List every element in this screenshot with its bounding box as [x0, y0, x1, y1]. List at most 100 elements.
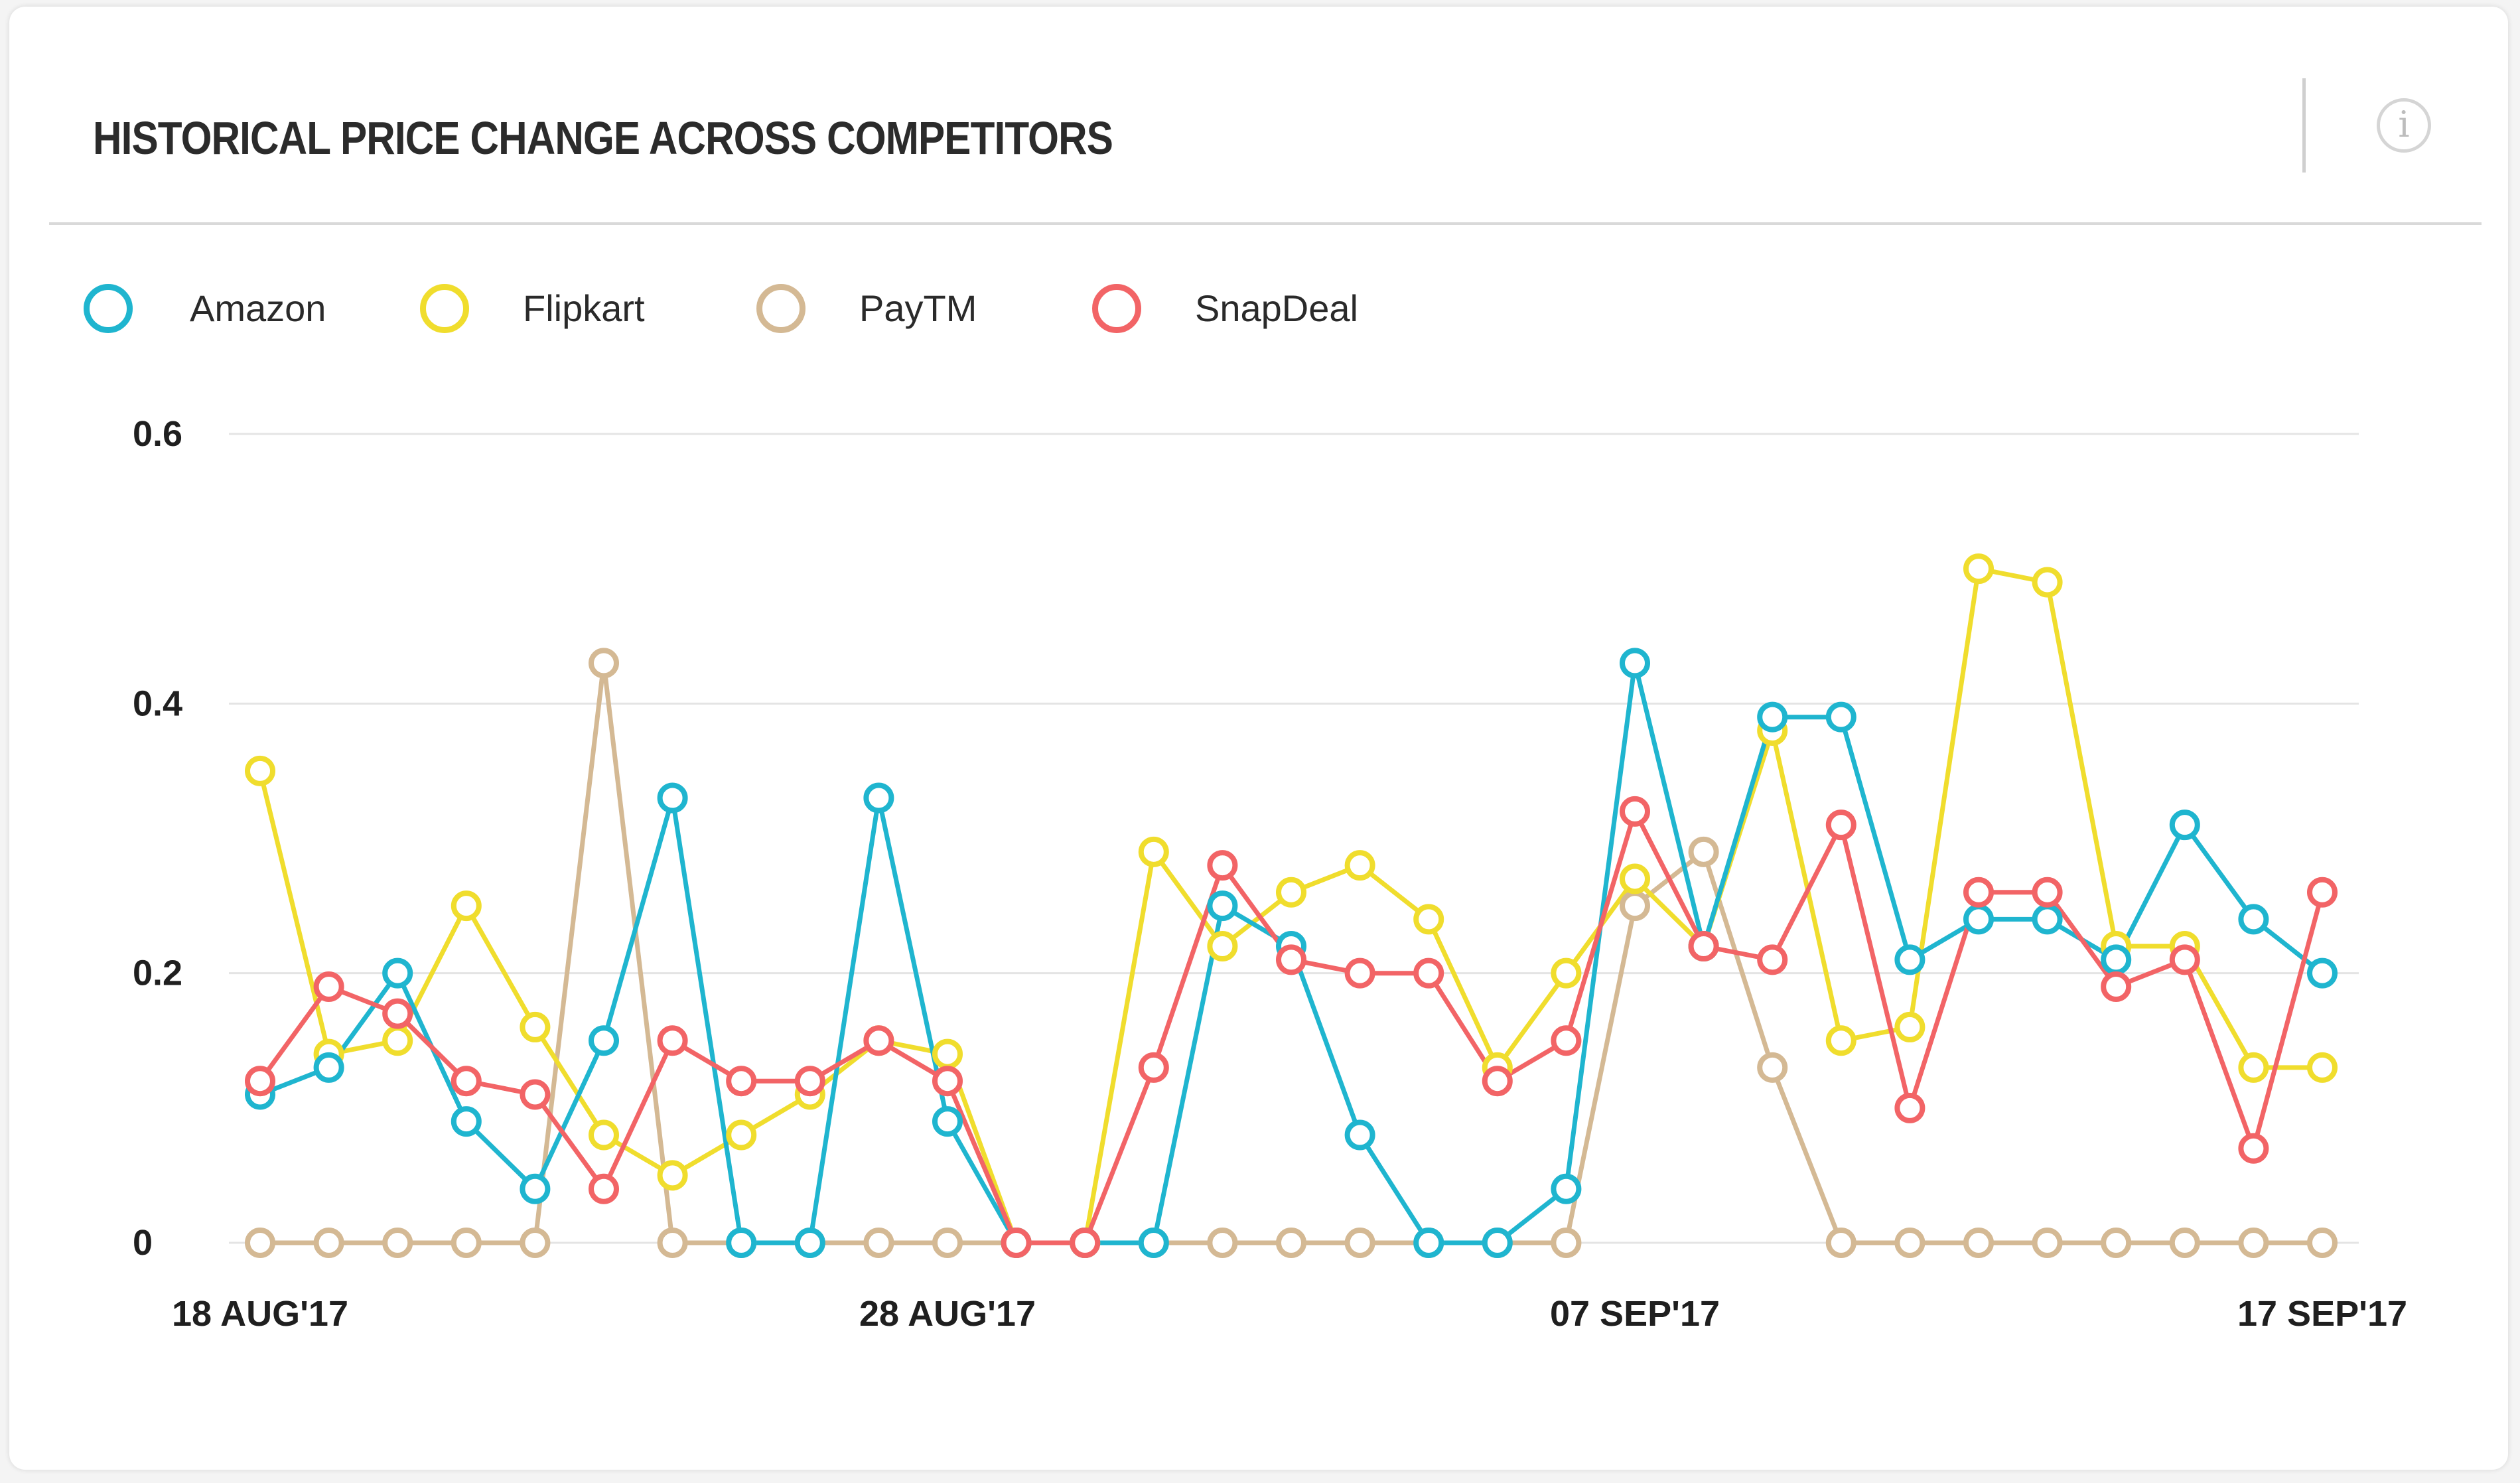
data-point-paytm[interactable]	[313, 1228, 344, 1258]
data-point-paytm[interactable]	[2032, 1228, 2063, 1258]
data-point-flipkart[interactable]	[1138, 836, 1169, 867]
data-point-flipkart[interactable]	[451, 890, 482, 922]
data-point-snapdeal[interactable]	[1001, 1228, 1032, 1258]
data-point-paytm[interactable]	[1825, 1228, 1856, 1258]
data-point-flipkart[interactable]	[1207, 931, 1238, 962]
data-point-paytm[interactable]	[2101, 1228, 2132, 1258]
data-point-paytm[interactable]	[932, 1228, 963, 1258]
data-point-snapdeal[interactable]	[589, 1173, 619, 1204]
data-point-snapdeal[interactable]	[1551, 1025, 1582, 1056]
data-point-paytm[interactable]	[245, 1228, 275, 1258]
data-point-paytm[interactable]	[1963, 1228, 1994, 1258]
data-point-flipkart[interactable]	[520, 1011, 551, 1042]
data-point-flipkart[interactable]	[1276, 877, 1306, 908]
data-point-flipkart[interactable]	[1894, 1011, 1925, 1042]
data-point-amazon[interactable]	[2101, 944, 2132, 975]
data-point-amazon[interactable]	[1963, 904, 1994, 935]
data-point-snapdeal[interactable]	[1344, 957, 1375, 989]
data-point-amazon[interactable]	[1825, 701, 1856, 733]
data-point-paytm[interactable]	[1207, 1228, 1238, 1258]
data-point-flipkart[interactable]	[2032, 567, 2063, 598]
data-point-snapdeal[interactable]	[1894, 1092, 1925, 1123]
data-point-amazon[interactable]	[382, 957, 413, 989]
data-point-amazon[interactable]	[313, 1052, 344, 1083]
data-point-amazon[interactable]	[1894, 944, 1925, 975]
data-point-amazon[interactable]	[1551, 1173, 1582, 1204]
data-point-flipkart[interactable]	[1413, 904, 1444, 935]
data-point-snapdeal[interactable]	[382, 998, 413, 1029]
data-point-amazon[interactable]	[1482, 1228, 1513, 1258]
data-point-paytm[interactable]	[1551, 1228, 1582, 1258]
data-point-flipkart[interactable]	[245, 755, 275, 786]
data-point-flipkart[interactable]	[1551, 957, 1582, 989]
data-point-paytm[interactable]	[1894, 1228, 1925, 1258]
data-point-flipkart[interactable]	[589, 1119, 619, 1151]
data-point-snapdeal[interactable]	[1207, 850, 1238, 881]
data-point-amazon[interactable]	[726, 1228, 757, 1258]
data-point-snapdeal[interactable]	[1757, 944, 1788, 975]
data-point-snapdeal[interactable]	[794, 1066, 825, 1097]
data-point-paytm[interactable]	[382, 1228, 413, 1258]
data-point-snapdeal[interactable]	[520, 1079, 551, 1110]
data-point-flipkart[interactable]	[1825, 1025, 1856, 1056]
data-point-paytm[interactable]	[1344, 1228, 1375, 1258]
data-point-amazon[interactable]	[1138, 1228, 1169, 1258]
data-point-paytm[interactable]	[520, 1228, 551, 1258]
data-point-amazon[interactable]	[2169, 810, 2200, 841]
data-point-amazon[interactable]	[932, 1106, 963, 1137]
data-point-snapdeal[interactable]	[1070, 1228, 1101, 1258]
data-point-snapdeal[interactable]	[2307, 877, 2338, 908]
data-point-amazon[interactable]	[2307, 957, 2338, 989]
data-point-flipkart[interactable]	[2307, 1052, 2338, 1083]
data-point-snapdeal[interactable]	[2238, 1133, 2269, 1164]
data-point-paytm[interactable]	[451, 1228, 482, 1258]
data-point-amazon[interactable]	[2032, 904, 2063, 935]
data-point-amazon[interactable]	[1757, 701, 1788, 733]
data-point-amazon[interactable]	[451, 1106, 482, 1137]
data-point-snapdeal[interactable]	[2169, 944, 2200, 975]
data-point-paytm[interactable]	[1276, 1228, 1306, 1258]
data-point-flipkart[interactable]	[382, 1025, 413, 1056]
data-point-paytm[interactable]	[1757, 1052, 1788, 1083]
data-point-flipkart[interactable]	[932, 1038, 963, 1070]
data-point-snapdeal[interactable]	[1620, 796, 1650, 827]
info-icon[interactable]: i	[2377, 98, 2431, 153]
data-point-amazon[interactable]	[794, 1228, 825, 1258]
data-point-paytm[interactable]	[1688, 836, 1719, 867]
data-point-snapdeal[interactable]	[1963, 877, 1994, 908]
data-point-paytm[interactable]	[2169, 1228, 2200, 1258]
data-point-flipkart[interactable]	[657, 1160, 688, 1191]
data-point-amazon[interactable]	[863, 782, 894, 813]
data-point-snapdeal[interactable]	[932, 1066, 963, 1097]
data-point-flipkart[interactable]	[2238, 1052, 2269, 1083]
data-point-amazon[interactable]	[1413, 1228, 1444, 1258]
data-point-snapdeal[interactable]	[657, 1025, 688, 1056]
data-point-amazon[interactable]	[2238, 904, 2269, 935]
data-point-flipkart[interactable]	[726, 1119, 757, 1151]
data-point-paytm[interactable]	[863, 1228, 894, 1258]
data-point-paytm[interactable]	[657, 1228, 688, 1258]
data-point-amazon[interactable]	[1344, 1119, 1375, 1151]
data-point-paytm[interactable]	[589, 648, 619, 679]
data-point-snapdeal[interactable]	[1276, 944, 1306, 975]
data-point-amazon[interactable]	[589, 1025, 619, 1056]
data-point-flipkart[interactable]	[1344, 850, 1375, 881]
data-point-amazon[interactable]	[657, 782, 688, 813]
data-point-snapdeal[interactable]	[1482, 1066, 1513, 1097]
data-point-snapdeal[interactable]	[2101, 971, 2132, 1002]
data-point-snapdeal[interactable]	[245, 1066, 275, 1097]
data-point-flipkart[interactable]	[1963, 553, 1994, 585]
data-point-snapdeal[interactable]	[1138, 1052, 1169, 1083]
data-point-snapdeal[interactable]	[1688, 931, 1719, 962]
data-point-snapdeal[interactable]	[451, 1066, 482, 1097]
data-point-amazon[interactable]	[1207, 890, 1238, 922]
data-point-amazon[interactable]	[520, 1173, 551, 1204]
data-point-paytm[interactable]	[1620, 890, 1650, 922]
data-point-snapdeal[interactable]	[313, 971, 344, 1002]
data-point-paytm[interactable]	[2238, 1228, 2269, 1258]
data-point-amazon[interactable]	[1620, 648, 1650, 679]
data-point-snapdeal[interactable]	[1413, 957, 1444, 989]
data-point-flipkart[interactable]	[1620, 863, 1650, 894]
data-point-snapdeal[interactable]	[863, 1025, 894, 1056]
data-point-snapdeal[interactable]	[726, 1066, 757, 1097]
